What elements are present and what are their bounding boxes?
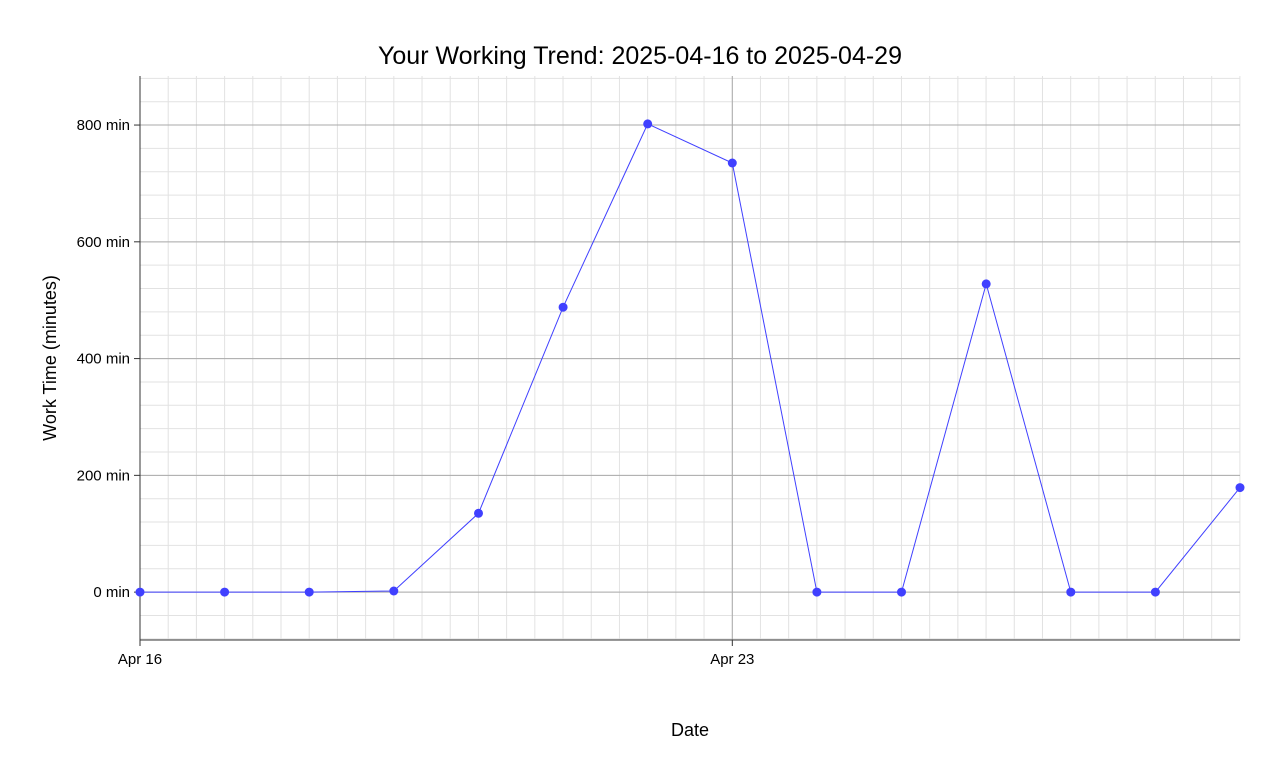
series-layer xyxy=(135,119,1245,597)
y-axis-label: Work Time (minutes) xyxy=(40,275,60,441)
y-tick-labels: 0 min 200 min 400 min 600 min 800 min xyxy=(77,117,130,601)
data-point xyxy=(643,119,653,129)
x-axis-label: Date xyxy=(671,720,709,740)
series-line xyxy=(140,123,1241,593)
y-tick-label: 0 min xyxy=(93,584,130,601)
chart-title: Your Working Trend: 2025-04-16 to 2025-0… xyxy=(378,42,902,70)
data-point xyxy=(1150,587,1160,597)
major-grid xyxy=(139,76,1240,640)
data-point xyxy=(220,587,230,597)
x-tick-label: Apr 23 xyxy=(710,651,754,668)
data-point xyxy=(304,587,314,597)
y-tick-label: 800 min xyxy=(77,117,130,134)
data-point xyxy=(812,587,822,597)
y-tick-label: 600 min xyxy=(77,234,130,251)
y-tick-label: 200 min xyxy=(77,467,130,484)
data-point xyxy=(389,586,399,596)
data-point xyxy=(1066,587,1076,597)
x-tick-labels: Apr 16 Apr 23 xyxy=(118,651,755,668)
y-tick-label: 400 min xyxy=(77,351,130,368)
data-point xyxy=(474,508,483,518)
x-tick-label: Apr 16 xyxy=(118,651,162,668)
data-point xyxy=(981,279,991,289)
axes xyxy=(134,76,1240,646)
data-point xyxy=(1235,483,1245,493)
data-point xyxy=(897,587,906,597)
data-point xyxy=(727,158,737,168)
minor-grid xyxy=(140,76,1241,640)
data-point xyxy=(135,587,145,597)
data-point xyxy=(558,302,568,312)
